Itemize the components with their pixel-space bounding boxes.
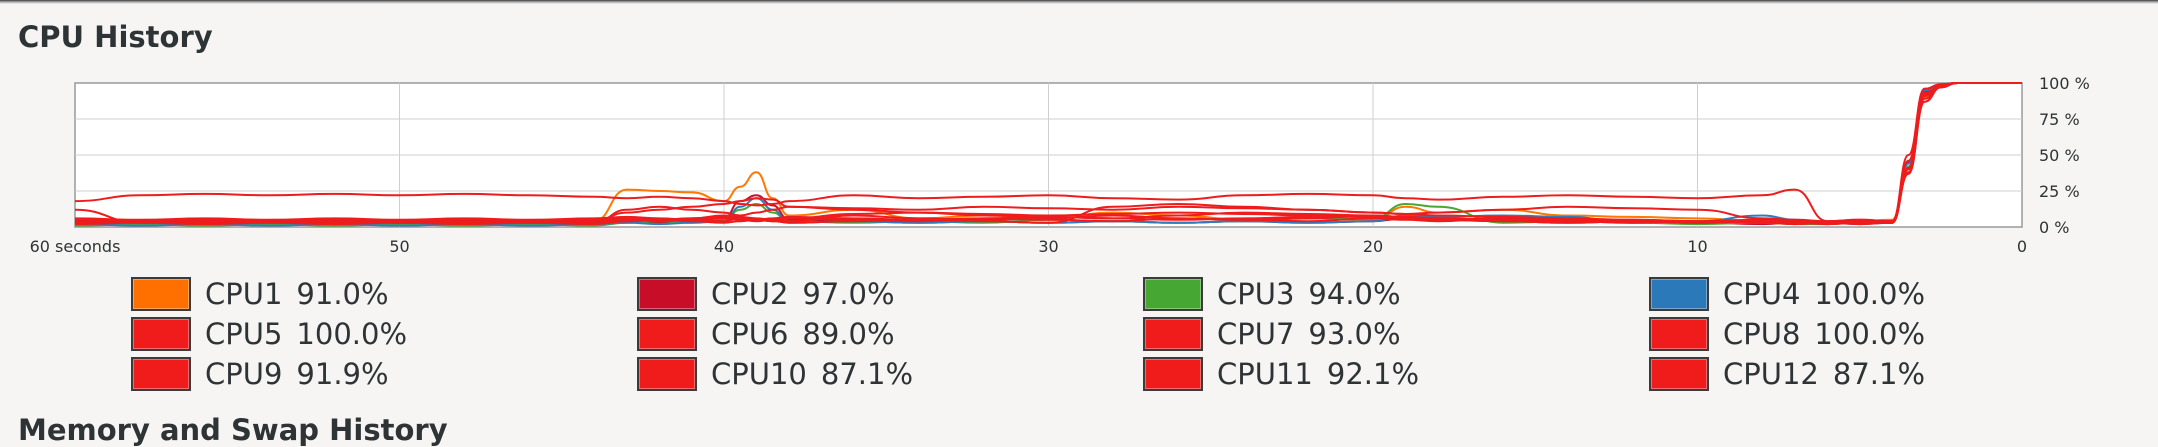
legend-cpu-usage: 87.1%	[1832, 357, 1926, 391]
color-swatch-button[interactable]	[1143, 357, 1203, 391]
legend-item-cpu12[interactable]: CPU12 87.1%	[1649, 356, 1925, 392]
legend-item-cpu5[interactable]: CPU5 100.0%	[131, 316, 407, 352]
legend-item-cpu2[interactable]: CPU2 97.0%	[637, 276, 895, 312]
series-line-cpu12	[74, 82, 2022, 224]
x-tick-label: 60 seconds	[30, 237, 121, 256]
legend-cpu-usage: 91.0%	[296, 277, 389, 311]
legend-item-cpu7[interactable]: CPU7 93.0%	[1143, 316, 1401, 352]
cpu-history-chart: 100 % 75 % 50 % 25 % 0 % 60 seconds 50 40 30 20 10…	[30, 74, 2090, 256]
x-tick-label: 30	[1038, 237, 1058, 256]
y-tick-label: 0 %	[2039, 218, 2069, 237]
legend-cpu-usage: 91.9%	[296, 357, 389, 391]
legend-cpu-name: CPU11	[1217, 357, 1313, 391]
legend-cpu-usage: 87.1%	[820, 357, 914, 391]
legend-cpu-name: CPU2	[711, 277, 789, 311]
x-tick-label: 50	[389, 237, 409, 256]
y-tick-label: 75 %	[2039, 110, 2080, 129]
color-swatch-button[interactable]	[637, 357, 697, 391]
legend-cpu-usage: 93.0%	[1308, 317, 1401, 351]
y-tick-label: 50 %	[2039, 146, 2080, 165]
color-swatch-button[interactable]	[131, 317, 191, 351]
legend-cpu-usage: 89.0%	[802, 317, 895, 351]
legend-cpu-name: CPU5	[205, 317, 283, 351]
color-swatch-button[interactable]	[1649, 357, 1709, 391]
y-tick-label: 25 %	[2039, 182, 2080, 201]
legend-cpu-usage: 100.0%	[1814, 277, 1925, 311]
legend-cpu-name: CPU3	[1217, 277, 1295, 311]
legend-item-cpu9[interactable]: CPU9 91.9%	[131, 356, 389, 392]
color-swatch-button[interactable]	[1143, 277, 1203, 311]
legend-item-cpu10[interactable]: CPU10 87.1%	[637, 356, 913, 392]
x-tick-label: 0	[2017, 237, 2027, 256]
legend-cpu-name: CPU10	[711, 357, 807, 391]
color-swatch-button[interactable]	[1143, 317, 1203, 351]
color-swatch-button[interactable]	[131, 277, 191, 311]
x-tick-label: 20	[1363, 237, 1383, 256]
y-tick-label: 100 %	[2039, 74, 2090, 93]
legend-cpu-name: CPU1	[205, 277, 283, 311]
legend-item-cpu4[interactable]: CPU4 100.0%	[1649, 276, 1925, 312]
cpu-legend: CPU1 91.0% CPU2 97.0% CPU3 94.0% CPU4 100.0% CPU…	[0, 276, 2158, 406]
legend-cpu-usage: 92.1%	[1326, 357, 1420, 391]
legend-item-cpu1[interactable]: CPU1 91.0%	[131, 276, 389, 312]
color-swatch-button[interactable]	[131, 357, 191, 391]
legend-cpu-name: CPU4	[1723, 277, 1801, 311]
legend-item-cpu8[interactable]: CPU8 100.0%	[1649, 316, 1925, 352]
legend-item-cpu6[interactable]: CPU6 89.0%	[637, 316, 895, 352]
legend-cpu-name: CPU12	[1723, 357, 1819, 391]
series-line-cpu9	[74, 82, 2022, 224]
color-swatch-button[interactable]	[637, 277, 697, 311]
legend-item-cpu11[interactable]: CPU11 92.1%	[1143, 356, 1419, 392]
legend-cpu-name: CPU7	[1217, 317, 1295, 351]
color-swatch-button[interactable]	[1649, 277, 1709, 311]
legend-cpu-usage: 94.0%	[1308, 277, 1401, 311]
legend-cpu-usage: 100.0%	[296, 317, 407, 351]
x-tick-label: 10	[1687, 237, 1707, 256]
legend-cpu-usage: 97.0%	[802, 277, 895, 311]
legend-cpu-name: CPU9	[205, 357, 283, 391]
legend-item-cpu3[interactable]: CPU3 94.0%	[1143, 276, 1401, 312]
legend-cpu-name: CPU8	[1723, 317, 1801, 351]
next-section-title: Memory and Swap History	[18, 413, 448, 447]
section-title: CPU History	[18, 20, 213, 54]
legend-cpu-name: CPU6	[711, 317, 789, 351]
legend-cpu-usage: 100.0%	[1814, 317, 1925, 351]
window-top-shadow	[0, 0, 2158, 4]
color-swatch-button[interactable]	[1649, 317, 1709, 351]
x-tick-label: 40	[714, 237, 734, 256]
color-swatch-button[interactable]	[637, 317, 697, 351]
